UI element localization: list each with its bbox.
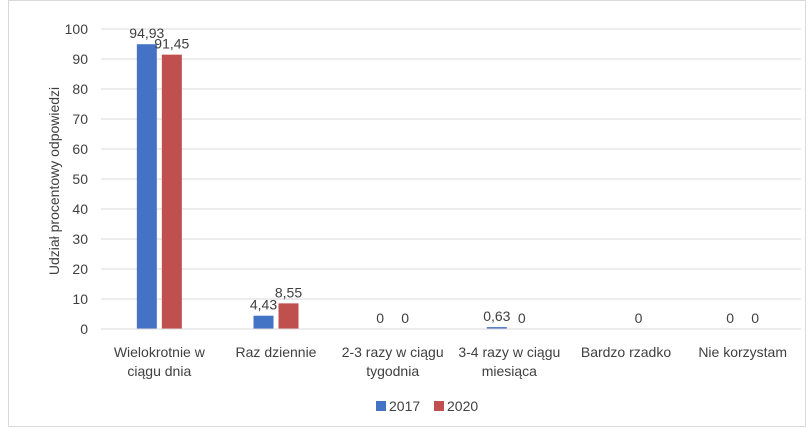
legend-label: 2017 [389, 398, 420, 414]
data-label: 0 [518, 310, 526, 326]
category-label: 3-4 razy w ciągu miesiąca [458, 344, 560, 379]
category-label: Wielokrotnie w ciągu dnia [114, 344, 206, 379]
data-label: 8,55 [275, 284, 302, 300]
y-tick-label: 10 [72, 291, 88, 307]
y-tick-label: 60 [72, 141, 88, 157]
legend-swatch [376, 401, 386, 411]
y-tick-label: 70 [72, 111, 88, 127]
category-label: Raz dziennie [236, 344, 317, 360]
bar [278, 303, 299, 329]
category-label: Nie korzystam [698, 344, 787, 360]
data-label: 0 [726, 310, 734, 326]
category-label: 2-3 razy w ciągu tygodnia [342, 344, 444, 379]
data-label: 0 [635, 310, 643, 326]
y-tick-label: 0 [80, 321, 88, 337]
category-label: Bardzo rzadko [581, 344, 671, 360]
data-label: 94,93 [129, 25, 164, 41]
y-tick-label: 20 [72, 261, 88, 277]
data-label: 4,43 [250, 297, 277, 313]
gridlines [101, 28, 801, 300]
bar [253, 315, 274, 329]
bar [161, 54, 182, 330]
y-axis-ticks: 0 10 20 30 40 50 60 70 80 90 100 [65, 21, 89, 337]
data-label: 0 [751, 310, 759, 326]
legend-label: 2020 [447, 398, 478, 414]
y-tick-label: 50 [72, 171, 88, 187]
y-axis-title: Udział procentowy odpowiedzi [46, 87, 62, 275]
bars [136, 44, 507, 330]
bar [136, 44, 157, 330]
y-tick-label: 90 [72, 51, 88, 67]
y-tick-label: 40 [72, 201, 88, 217]
x-axis-categories: Wielokrotnie w ciągu dnia Raz dziennie 2-3 … [114, 344, 787, 379]
data-label: 91,45 [154, 36, 189, 52]
y-tick-label: 100 [65, 21, 89, 37]
data-label: 0 [376, 310, 384, 326]
data-label: 0 [401, 310, 409, 326]
data-label: 0,63 [483, 308, 510, 324]
chart-frame: 0 10 20 30 40 50 60 70 80 90 100 94,93 91,45 4,43 8,5… [8, 0, 806, 427]
bar [486, 327, 507, 329]
legend-swatch [434, 401, 444, 411]
legend: 2017 2020 [376, 398, 478, 414]
y-tick-label: 80 [72, 81, 88, 97]
y-tick-label: 30 [72, 231, 88, 247]
